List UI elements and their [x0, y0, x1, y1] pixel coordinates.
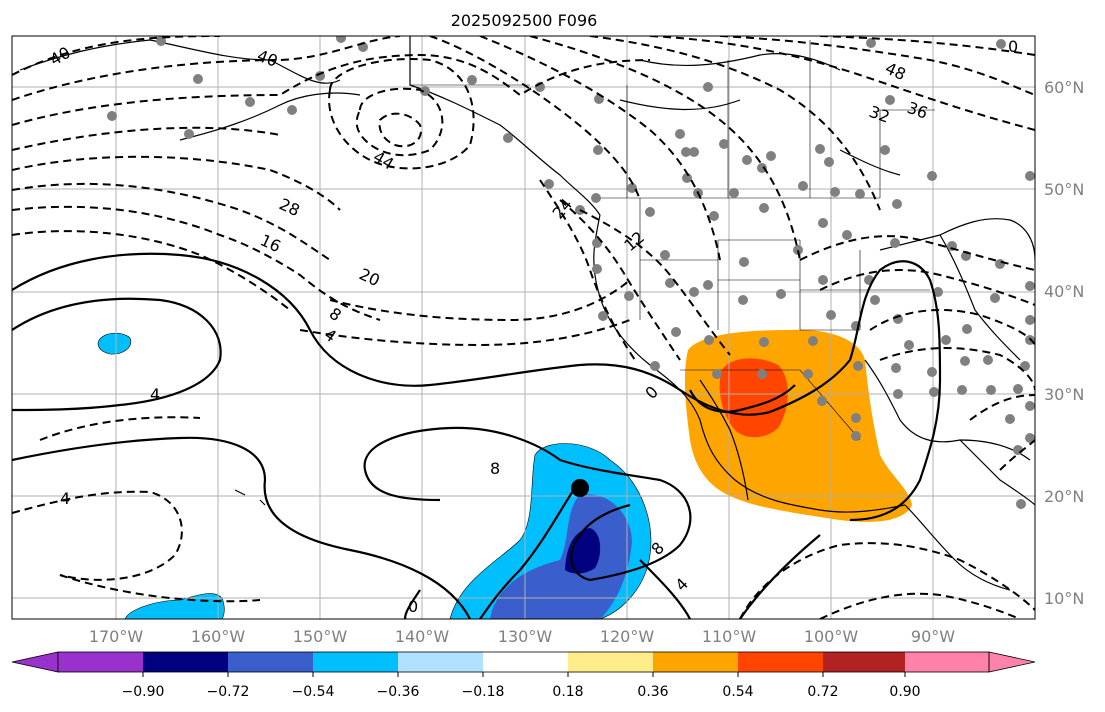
lon-label: 150°W — [293, 627, 348, 646]
lon-label: 170°W — [89, 627, 144, 646]
lon-label: 110°W — [702, 627, 757, 646]
colorbar-extend-high — [988, 651, 1036, 673]
negative-anomaly-peak — [565, 528, 601, 574]
contour-label: 0 — [1008, 37, 1018, 56]
positive-anomaly-core — [719, 358, 788, 438]
lon-label: 100°W — [804, 627, 859, 646]
anomaly-shading — [97, 329, 912, 619]
colorbar-tick-label: −0.72 — [207, 684, 250, 700]
negative-anomaly-southwest — [124, 593, 225, 619]
low-center-marker — [571, 479, 589, 497]
colorbar-tick-label: 0.90 — [889, 684, 920, 700]
colorbar-tick-label: −0.90 — [122, 684, 165, 700]
map-frame — [11, 35, 1036, 620]
latitude-labels: 60°N 50°N 40°N 30°N 20°N 10°N — [1044, 78, 1084, 608]
lat-label: 30°N — [1044, 385, 1084, 404]
contour-label: 4 — [60, 489, 70, 508]
lat-label: 50°N — [1044, 180, 1084, 199]
lat-label: 10°N — [1044, 589, 1084, 608]
colorbar-segment — [58, 652, 143, 672]
lat-label: 20°N — [1044, 487, 1084, 506]
lat-label: 40°N — [1044, 282, 1084, 301]
lon-label: 120°W — [600, 627, 655, 646]
colorbar-outline — [57, 651, 990, 673]
longitude-labels: 170°W 160°W 150°W 140°W 130°W 120°W 110°… — [89, 627, 955, 646]
colorbar-tick-label: 0.36 — [637, 684, 668, 700]
colorbar-segment — [653, 652, 738, 672]
lon-label: 130°W — [498, 627, 553, 646]
colorbar-extend-low — [11, 651, 59, 673]
colorbar-tick-label: 0.72 — [807, 684, 838, 700]
colorbar-segment — [738, 652, 823, 672]
colorbar-segment — [398, 652, 483, 672]
colorbar-tick-label: −0.54 — [292, 684, 335, 700]
colorbar-ticks — [142, 672, 906, 677]
positive-contours — [12, 252, 942, 619]
contour-label: 0 — [408, 597, 418, 616]
colorbar-tick-label: 0.18 — [552, 684, 583, 700]
figure-title: 2025092500 F096 — [451, 11, 598, 30]
negative-anomaly-small-west — [97, 332, 132, 355]
colorbar-tick-label: −0.36 — [377, 684, 420, 700]
colorbar-segment — [568, 652, 653, 672]
colorbar-tick-label: 0.54 — [722, 684, 753, 700]
colorbar-tick-label: −0.18 — [462, 684, 505, 700]
contour-label: 4 — [150, 385, 160, 404]
lon-label: 160°W — [191, 627, 246, 646]
colorbar-segment — [228, 652, 313, 672]
colorbar: −0.90 −0.72 −0.54 −0.36 −0.18 0.18 0.36 … — [11, 651, 1036, 700]
map-area — [12, 36, 1035, 619]
colorbar-segment — [313, 652, 398, 672]
lat-label: 60°N — [1044, 78, 1084, 97]
colorbar-segment — [143, 652, 228, 672]
colorbar-segment — [483, 652, 568, 672]
contour-label: 8 — [490, 459, 500, 478]
coastlines — [19, 36, 1035, 591]
colorbar-segment — [823, 652, 905, 672]
graticule — [12, 36, 1035, 619]
colorbar-segment — [905, 652, 989, 672]
lon-label: 90°W — [911, 627, 955, 646]
station-dots — [107, 36, 1035, 509]
lon-label: 140°W — [395, 627, 450, 646]
